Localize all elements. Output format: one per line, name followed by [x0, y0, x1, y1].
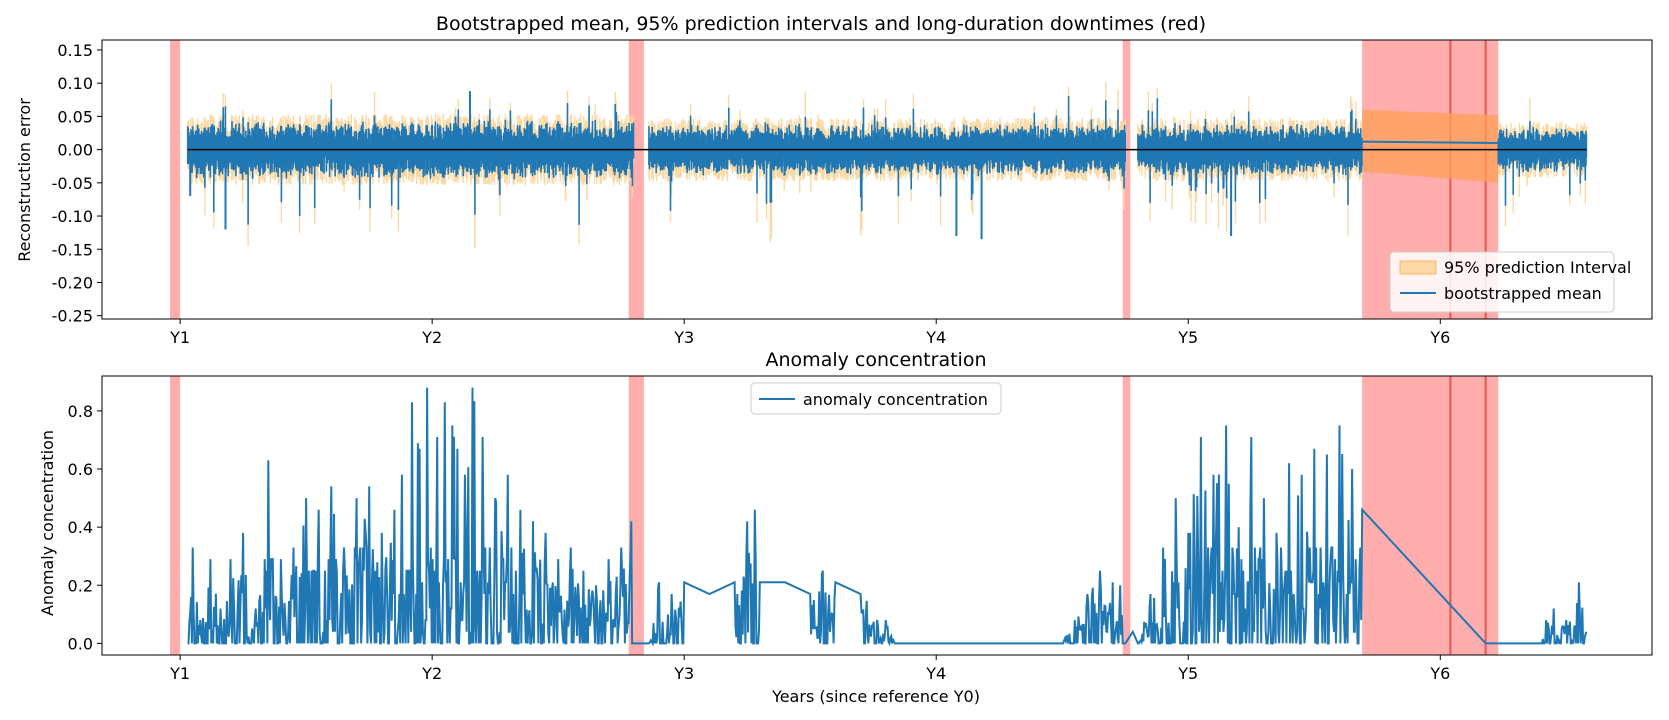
y-tick-label: 0.05 — [57, 107, 93, 126]
anomaly-line — [187, 387, 1588, 647]
y-tick-label: 0.0 — [68, 634, 93, 653]
anomaly-concentration-series — [187, 387, 1588, 647]
chart-title-2: Anomaly concentration — [766, 349, 987, 371]
x-tick-label: Y4 — [925, 328, 946, 347]
y-axis-ticks-2: 0.8 0.6 0.4 0.2 0.0 — [68, 402, 102, 653]
y-tick-label: 0.2 — [68, 576, 93, 595]
chart-title: Bootstrapped mean, 95% prediction interv… — [436, 13, 1206, 35]
reconstruction-error-panel: Bootstrapped mean, 95% prediction interv… — [15, 13, 1653, 347]
downtime-region — [170, 40, 181, 319]
legend: 95% prediction Interval bootstrapped mea… — [1389, 251, 1631, 313]
y-tick-label: -0.15 — [52, 240, 93, 259]
y-tick-label: -0.20 — [52, 273, 93, 292]
plot-frame — [101, 39, 1653, 320]
legend-box — [1389, 251, 1615, 313]
y-tick-label: -0.10 — [52, 207, 93, 226]
legend-label-anomaly: anomaly concentration — [803, 390, 988, 409]
y-tick-label: 0.15 — [57, 41, 93, 60]
x-tick-label: Y6 — [1429, 328, 1450, 347]
mean-segment — [648, 96, 1126, 212]
bootstrapped-mean-series — [186, 91, 1588, 240]
y-tick-label: -0.05 — [52, 174, 93, 193]
legend-box-2 — [750, 382, 1002, 415]
mean-bridge — [1362, 140, 1499, 144]
legend-swatch-interval — [1399, 260, 1437, 275]
legend-label-interval: 95% prediction Interval — [1444, 258, 1631, 277]
y-tick-label: 0.8 — [68, 402, 93, 421]
x-tick-label: Y1 — [169, 328, 190, 347]
downtime-region — [1362, 376, 1499, 655]
x-axis-ticks-2: Y1 Y2 Y3 Y4 Y5 Y6 — [169, 655, 1450, 683]
x-tick-label: Y5 — [1177, 664, 1198, 683]
y-axis-ticks: 0.15 0.10 0.05 0.00 -0.05 -0.10 -0.15 -0.20 -0.2… — [52, 41, 102, 326]
y-tick-label: 0.6 — [68, 460, 93, 479]
x-tick-label: Y5 — [1177, 328, 1198, 347]
x-tick-label: Y2 — [421, 328, 442, 347]
x-tick-label: Y1 — [169, 664, 190, 683]
legend-label-mean: bootstrapped mean — [1444, 284, 1602, 303]
downtime-region — [170, 376, 181, 655]
y-axis-label-2: Anomaly concentration — [38, 430, 57, 616]
y-tick-label: 0.10 — [57, 74, 93, 93]
x-tick-label: Y4 — [925, 664, 946, 683]
y-tick-label: 0.00 — [57, 141, 93, 160]
plot-frame-2 — [101, 375, 1653, 656]
x-tick-label: Y2 — [421, 664, 442, 683]
downtime-region — [1122, 376, 1131, 655]
x-tick-label: Y3 — [673, 664, 694, 683]
legend-2: anomaly concentration — [750, 382, 1002, 415]
x-tick-label: Y3 — [673, 328, 694, 347]
x-tick-label: Y6 — [1429, 664, 1450, 683]
downtime-region — [1122, 40, 1131, 319]
y-tick-label: 0.4 — [68, 518, 93, 537]
anomaly-concentration-panel: Anomaly concentration 0.8 0.6 0.4 0.2 0.0 Y1… — [38, 349, 1653, 706]
downtime-regions-2 — [170, 376, 1499, 655]
interval-bridge — [1362, 109, 1499, 183]
y-tick-label: -0.25 — [52, 307, 93, 326]
y-axis-label: Reconstruction error — [15, 98, 34, 262]
x-axis-label: Years (since reference Y0) — [771, 687, 980, 706]
downtime-region — [628, 40, 644, 319]
x-axis-ticks: Y1 Y2 Y3 Y4 Y5 Y6 — [169, 319, 1450, 347]
